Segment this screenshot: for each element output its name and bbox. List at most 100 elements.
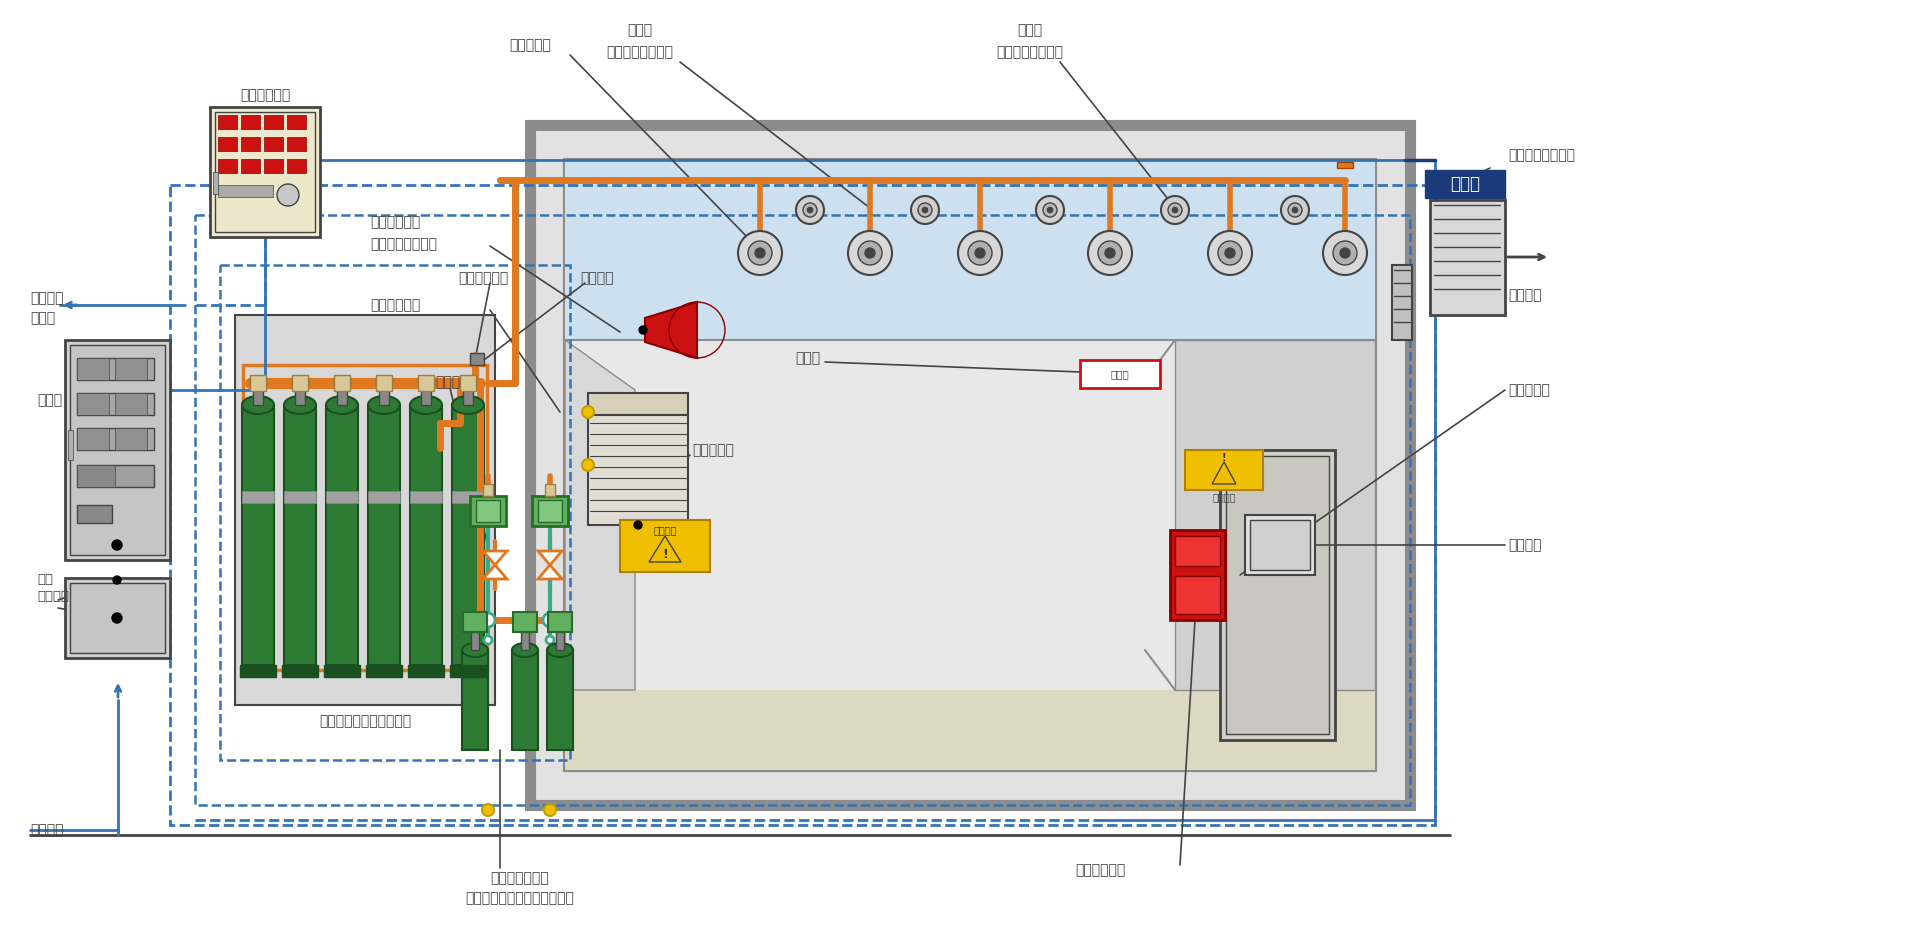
Circle shape [968, 241, 993, 265]
Circle shape [802, 203, 817, 217]
Bar [368, 405, 399, 665]
Bar [588, 393, 688, 415]
Text: 注意銘板: 注意銘板 [654, 525, 677, 535]
Text: （自動起動用・手動起動用）: （自動起動用・手動起動用） [465, 891, 575, 905]
Bar [77, 393, 154, 415]
Bar [170, 185, 1434, 825]
Bar [210, 107, 320, 237]
Bar [565, 160, 1375, 340]
Text: 制御盤: 制御盤 [37, 393, 62, 407]
Bar [1249, 520, 1309, 570]
Circle shape [1035, 196, 1064, 224]
Circle shape [1280, 196, 1309, 224]
Bar [376, 377, 391, 385]
Bar [451, 491, 484, 503]
Circle shape [912, 196, 939, 224]
Bar [77, 465, 154, 487]
Circle shape [1292, 207, 1298, 213]
Polygon shape [538, 551, 561, 565]
Text: 圧力スイッチ: 圧力スイッチ [370, 298, 420, 312]
Bar [116, 393, 147, 415]
Bar [1174, 536, 1220, 566]
Bar [220, 265, 571, 760]
Circle shape [1168, 203, 1182, 217]
Circle shape [482, 804, 494, 816]
Circle shape [1105, 248, 1114, 258]
Bar [264, 159, 283, 173]
Bar [449, 665, 486, 677]
Circle shape [1087, 231, 1132, 275]
Polygon shape [1213, 462, 1236, 484]
Bar [521, 632, 528, 650]
Text: 注意銘板: 注意銘板 [1213, 492, 1236, 502]
Bar [69, 583, 166, 653]
Circle shape [1340, 248, 1350, 258]
Bar [1392, 265, 1411, 340]
Bar [326, 405, 359, 665]
Text: 安全装置: 安全装置 [580, 271, 613, 285]
Polygon shape [484, 565, 507, 579]
Bar [216, 112, 314, 232]
Text: ダクト: ダクト [1450, 175, 1481, 193]
Circle shape [546, 636, 553, 644]
Bar [463, 380, 472, 405]
Bar [366, 665, 403, 677]
Ellipse shape [368, 396, 399, 414]
Bar [291, 375, 308, 391]
Circle shape [638, 326, 648, 334]
Bar [295, 380, 305, 405]
Ellipse shape [243, 396, 274, 414]
Circle shape [858, 241, 881, 265]
Text: ダンパー: ダンパー [1508, 288, 1542, 302]
Text: シャッター: シャッター [692, 443, 735, 457]
Bar [451, 405, 484, 665]
Circle shape [958, 231, 1003, 275]
Bar [326, 491, 359, 503]
Polygon shape [565, 340, 634, 690]
Circle shape [918, 203, 931, 217]
Bar [291, 377, 308, 385]
Bar [66, 340, 170, 560]
Bar [546, 615, 553, 625]
Bar [283, 405, 316, 665]
Bar [77, 428, 154, 450]
Polygon shape [484, 551, 507, 565]
Bar [513, 650, 538, 750]
Bar [1425, 170, 1506, 198]
Bar [241, 137, 260, 151]
Bar [546, 484, 555, 496]
Circle shape [808, 207, 814, 213]
Bar [470, 632, 478, 650]
Bar [411, 491, 442, 503]
Bar [212, 172, 218, 194]
Text: 非常
電源装置: 非常 電源装置 [37, 573, 69, 603]
Bar [287, 137, 307, 151]
Bar [77, 505, 112, 523]
Bar [470, 353, 484, 365]
Bar [461, 375, 476, 391]
Bar [66, 578, 170, 658]
Bar [1226, 456, 1328, 734]
Circle shape [1209, 231, 1251, 275]
Ellipse shape [463, 643, 488, 657]
Bar [380, 380, 389, 405]
Bar [555, 632, 565, 650]
Circle shape [278, 184, 299, 206]
Bar [1336, 162, 1353, 168]
Circle shape [756, 248, 765, 258]
Circle shape [1288, 203, 1301, 217]
Circle shape [848, 231, 893, 275]
Ellipse shape [283, 396, 316, 414]
Text: スポット型感知器: スポット型感知器 [607, 45, 673, 59]
Bar [1170, 530, 1224, 620]
Circle shape [1224, 248, 1236, 258]
Text: 点検用閉止弁: 点検用閉止弁 [459, 271, 509, 285]
Bar [621, 520, 710, 572]
Bar [420, 380, 432, 405]
Bar [463, 650, 488, 750]
Bar [281, 665, 318, 677]
Circle shape [748, 241, 771, 265]
Bar [1080, 360, 1161, 388]
Text: 定温式: 定温式 [627, 23, 652, 37]
Text: 標識板: 標識板 [794, 351, 819, 365]
